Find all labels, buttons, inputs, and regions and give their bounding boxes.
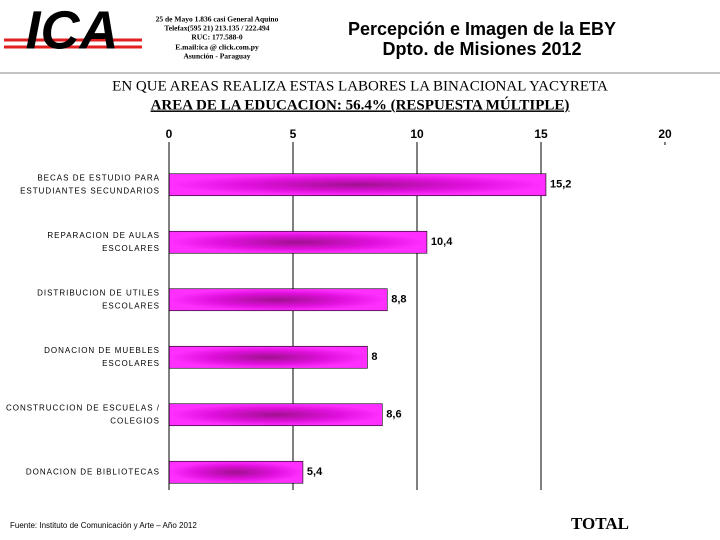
bar xyxy=(168,288,388,312)
category-label: ESCOLARES xyxy=(102,301,160,310)
category-label: DONACION DE BIBLIOTECAS xyxy=(26,467,160,476)
category-label: ESCOLARES xyxy=(102,359,160,368)
category-label: DONACION DE MUEBLES xyxy=(44,346,160,355)
address-line: 25 de Mayo 1.836 casi General Aquino xyxy=(156,15,279,24)
category-label: REPARACION DE AULAS xyxy=(47,231,160,240)
value-label: 5,4 xyxy=(307,466,323,478)
category-label: DISTRIBUCION DE UTILES xyxy=(37,288,160,297)
address-line: E.mail:ica @ click.com.py xyxy=(175,43,259,52)
total-label: TOTAL xyxy=(571,514,629,533)
x-tick-label: 10 xyxy=(410,127,424,141)
category-label: ESCOLARES xyxy=(102,244,160,253)
chart-title: EN QUE AREAS REALIZA ESTAS LABORES LA BI… xyxy=(112,78,608,94)
value-label: 8 xyxy=(371,351,377,363)
value-label: 15,2 xyxy=(550,179,571,191)
bar xyxy=(168,460,304,484)
value-label: 8,8 xyxy=(391,294,406,306)
bar xyxy=(168,230,428,254)
category-label: COLEGIOS xyxy=(110,416,160,425)
x-tick-label: 0 xyxy=(166,127,173,141)
page-title: Dpto. de Misiones 2012 xyxy=(382,39,581,59)
bar xyxy=(168,173,547,197)
address-line: RUC: 177.588-0 xyxy=(191,33,242,42)
x-tick-label: 5 xyxy=(290,127,297,141)
category-label: CONSTRUCCION DE ESCUELAS / xyxy=(6,403,160,412)
logo-text: ICA xyxy=(26,0,119,60)
bar xyxy=(168,403,383,427)
value-label: 8,6 xyxy=(386,409,401,421)
x-tick-label: 15 xyxy=(534,127,548,141)
bar xyxy=(168,345,368,369)
address-line: Telefax(595 21) 213.135 / 222.494 xyxy=(164,24,269,33)
address-line: Asunción - Paraguay xyxy=(183,52,250,61)
value-label: 10,4 xyxy=(431,236,453,248)
page-title: Percepción e Imagen de la EBY xyxy=(348,19,616,39)
category-label: ESTUDIANTES SECUNDARIOS xyxy=(20,186,160,195)
category-label: BECAS DE ESTUDIO PARA xyxy=(37,173,160,182)
source: Fuente: Instituto de Comunicación y Arte… xyxy=(10,521,197,530)
logo: ICA xyxy=(4,0,142,60)
x-tick-label: 20 xyxy=(658,127,672,141)
chart-subtitle: AREA DE LA EDUCACION: 56.4% (RESPUESTA M… xyxy=(151,96,570,113)
